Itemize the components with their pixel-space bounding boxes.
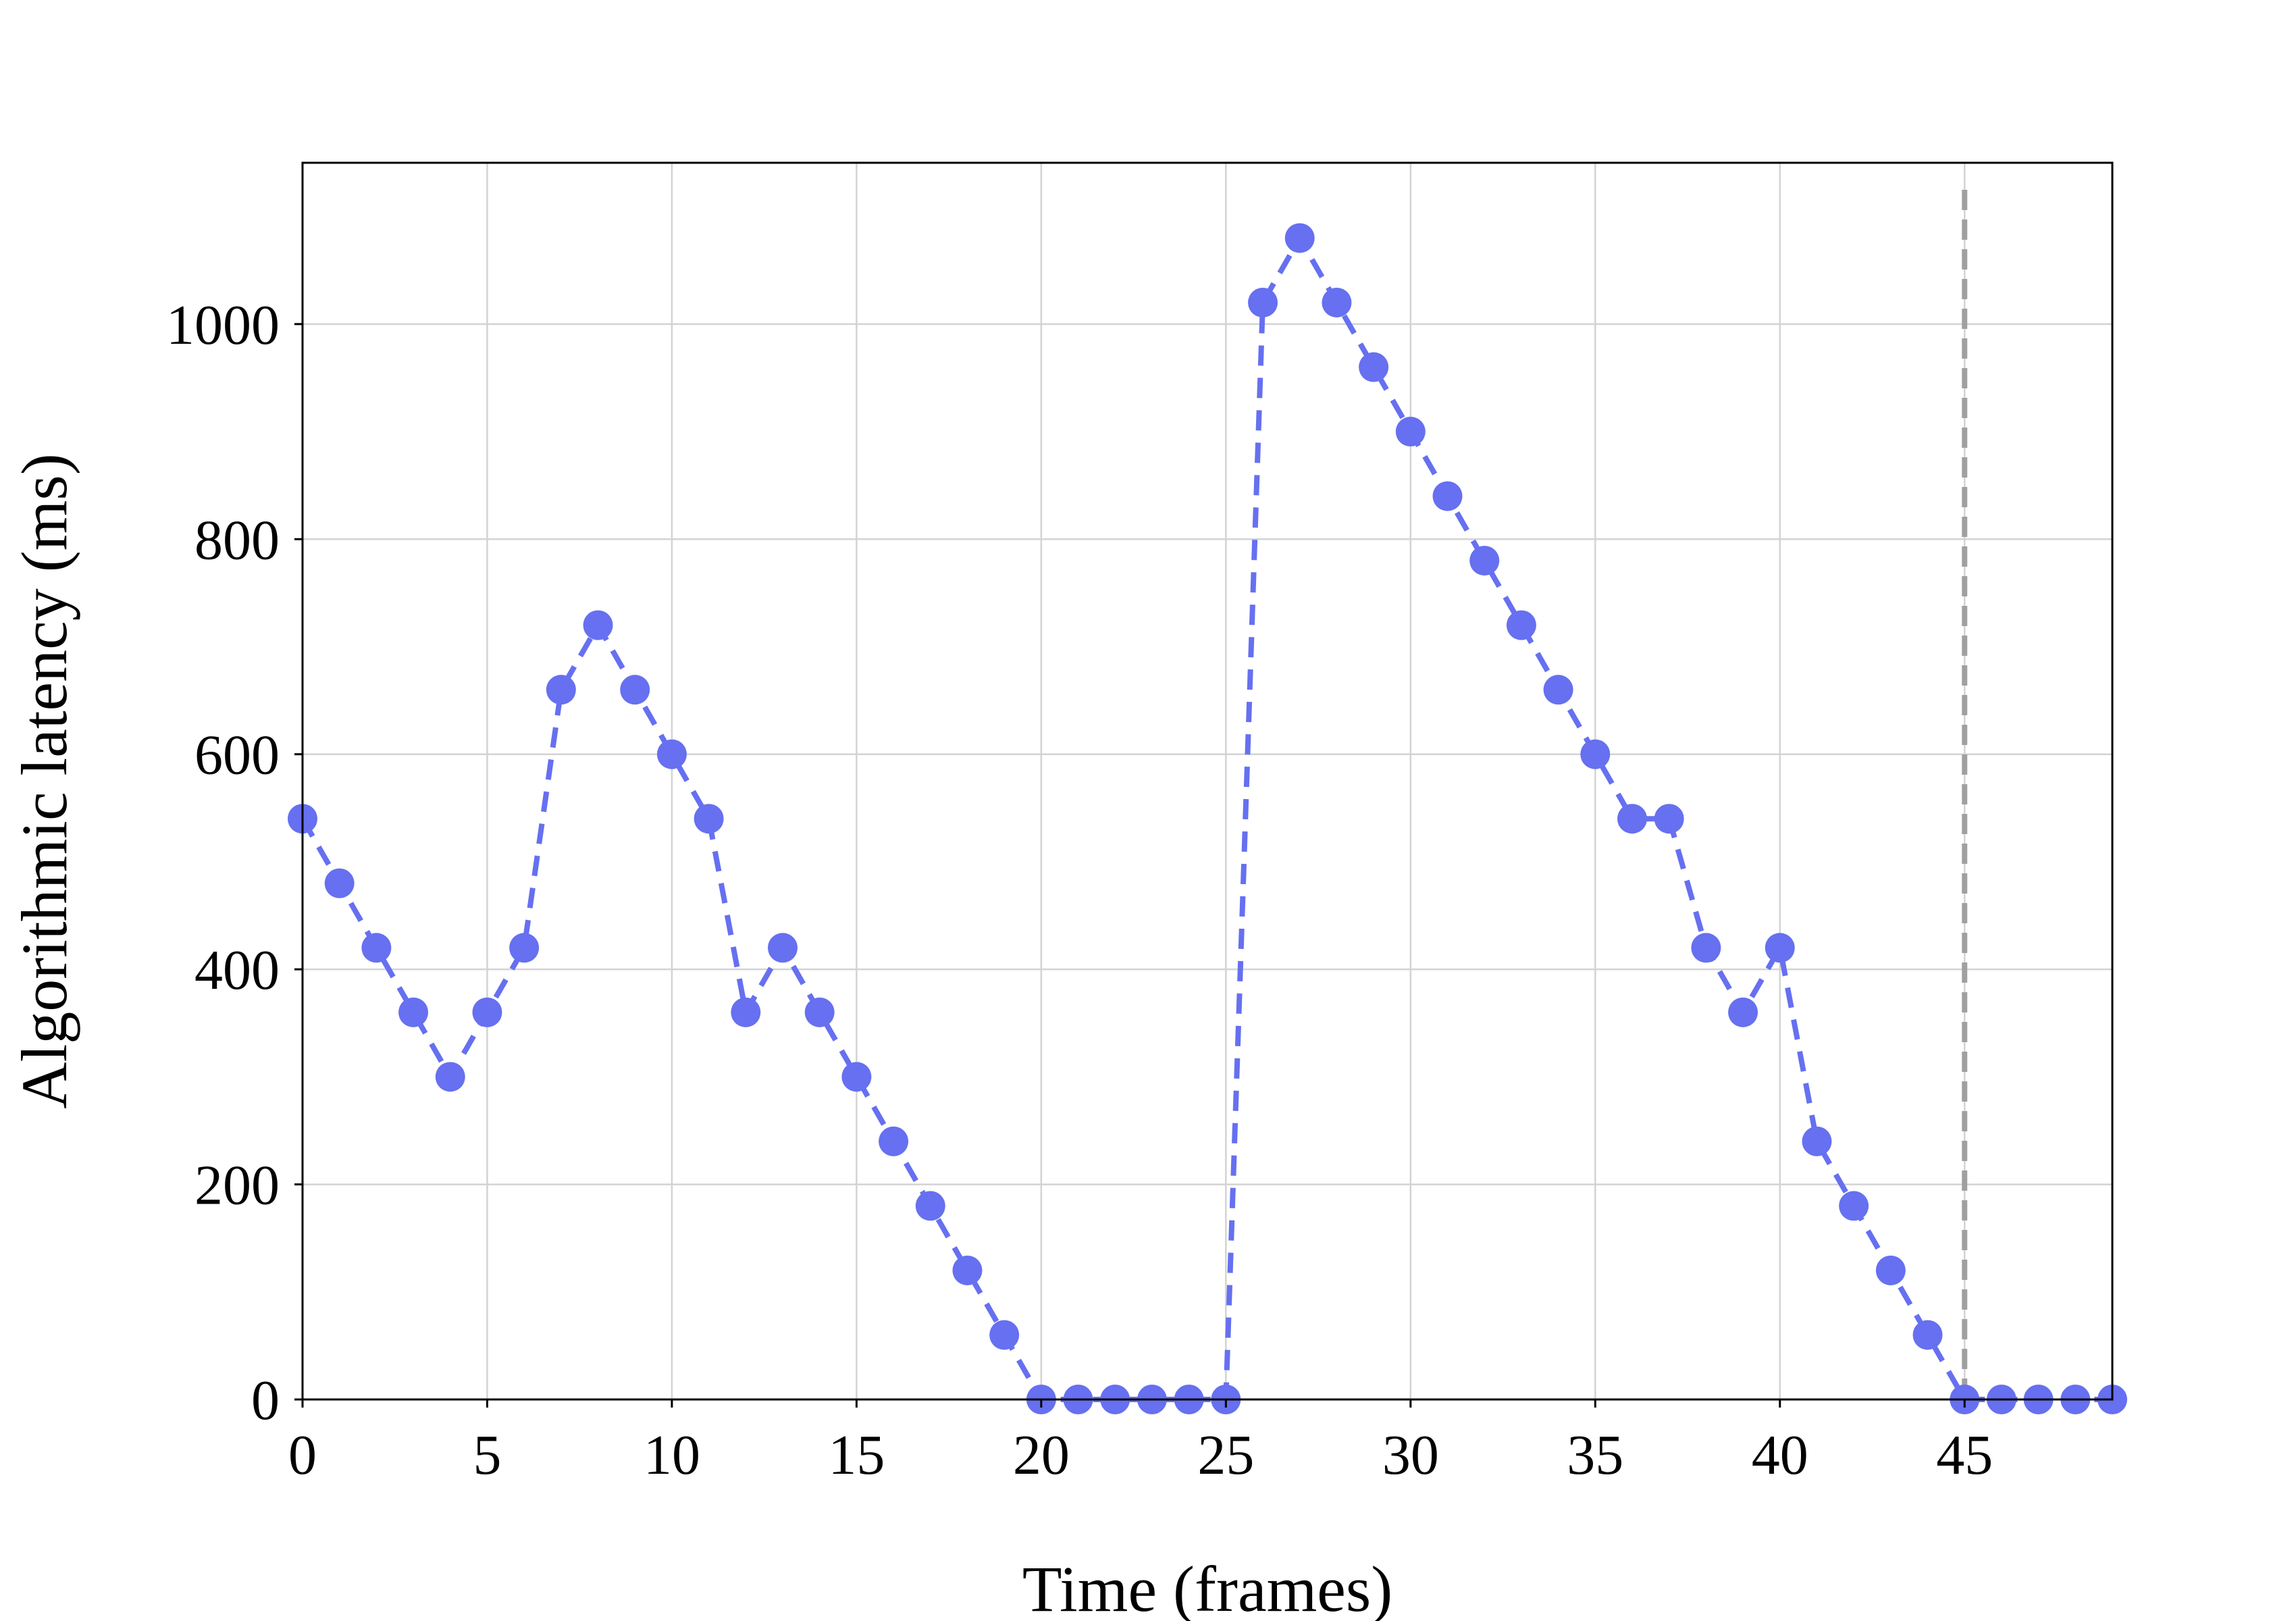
x-tick-label: 5 — [473, 1424, 501, 1487]
y-tick-label: 800 — [194, 509, 280, 571]
data-point — [879, 1126, 909, 1156]
data-point — [804, 997, 835, 1027]
data-point — [1506, 610, 1536, 640]
data-point — [1395, 417, 1426, 447]
data-point — [1432, 481, 1463, 511]
data-point — [1322, 287, 1352, 317]
y-axis-label: Algorithmic latency (ms) — [8, 453, 80, 1108]
x-axis-label: Time (frames) — [1022, 1553, 1392, 1621]
data-point — [768, 933, 798, 963]
data-point — [1248, 287, 1278, 317]
data-point — [620, 675, 650, 705]
data-point — [1912, 1320, 1943, 1350]
x-tick-label: 20 — [1013, 1424, 1070, 1487]
y-tick-label: 1000 — [166, 294, 280, 357]
plot-area-frame — [301, 161, 2114, 1401]
y-tick-label: 0 — [251, 1369, 280, 1432]
data-point — [361, 933, 392, 963]
data-point — [509, 933, 540, 963]
x-tick-label: 0 — [288, 1424, 317, 1487]
axis-ticks: 0 5 10 15 20 25 30 35 40 45 0 200 400 600 800 1000 — [166, 294, 1993, 1487]
data-point — [656, 739, 687, 769]
data-point — [694, 804, 724, 834]
data-point — [952, 1255, 983, 1285]
data-point — [583, 610, 613, 640]
data-point — [915, 1191, 945, 1221]
y-tick-label: 400 — [194, 939, 280, 1002]
data-point — [398, 997, 429, 1027]
data-point — [1765, 933, 1795, 963]
data-point — [1284, 223, 1315, 253]
x-tick-label: 45 — [1936, 1424, 1993, 1487]
data-point — [1875, 1255, 1906, 1285]
x-tick-label: 15 — [828, 1424, 885, 1487]
data-point — [1469, 546, 1500, 576]
x-tick-label: 25 — [1197, 1424, 1254, 1487]
data-point — [1802, 1126, 1832, 1156]
data-point — [841, 1062, 872, 1092]
data-point — [989, 1320, 1020, 1350]
x-tick-label: 40 — [1752, 1424, 1808, 1487]
data-point — [1654, 804, 1684, 834]
data-point — [435, 1062, 465, 1092]
data-point — [1580, 739, 1611, 769]
data-point — [731, 997, 761, 1027]
data-point — [1728, 997, 1758, 1027]
x-tick-label: 35 — [1567, 1424, 1623, 1487]
data-point — [1359, 352, 1389, 382]
x-tick-label: 10 — [644, 1424, 700, 1487]
y-tick-label: 200 — [194, 1154, 280, 1217]
data-point — [324, 868, 355, 898]
x-tick-label: 30 — [1382, 1424, 1439, 1487]
data-point — [1543, 675, 1573, 705]
data-point — [546, 675, 576, 705]
data-point — [1617, 804, 1647, 834]
data-point — [1839, 1191, 1869, 1221]
y-tick-label: 600 — [194, 724, 280, 787]
data-point — [472, 997, 502, 1027]
data-point — [1691, 933, 1721, 963]
